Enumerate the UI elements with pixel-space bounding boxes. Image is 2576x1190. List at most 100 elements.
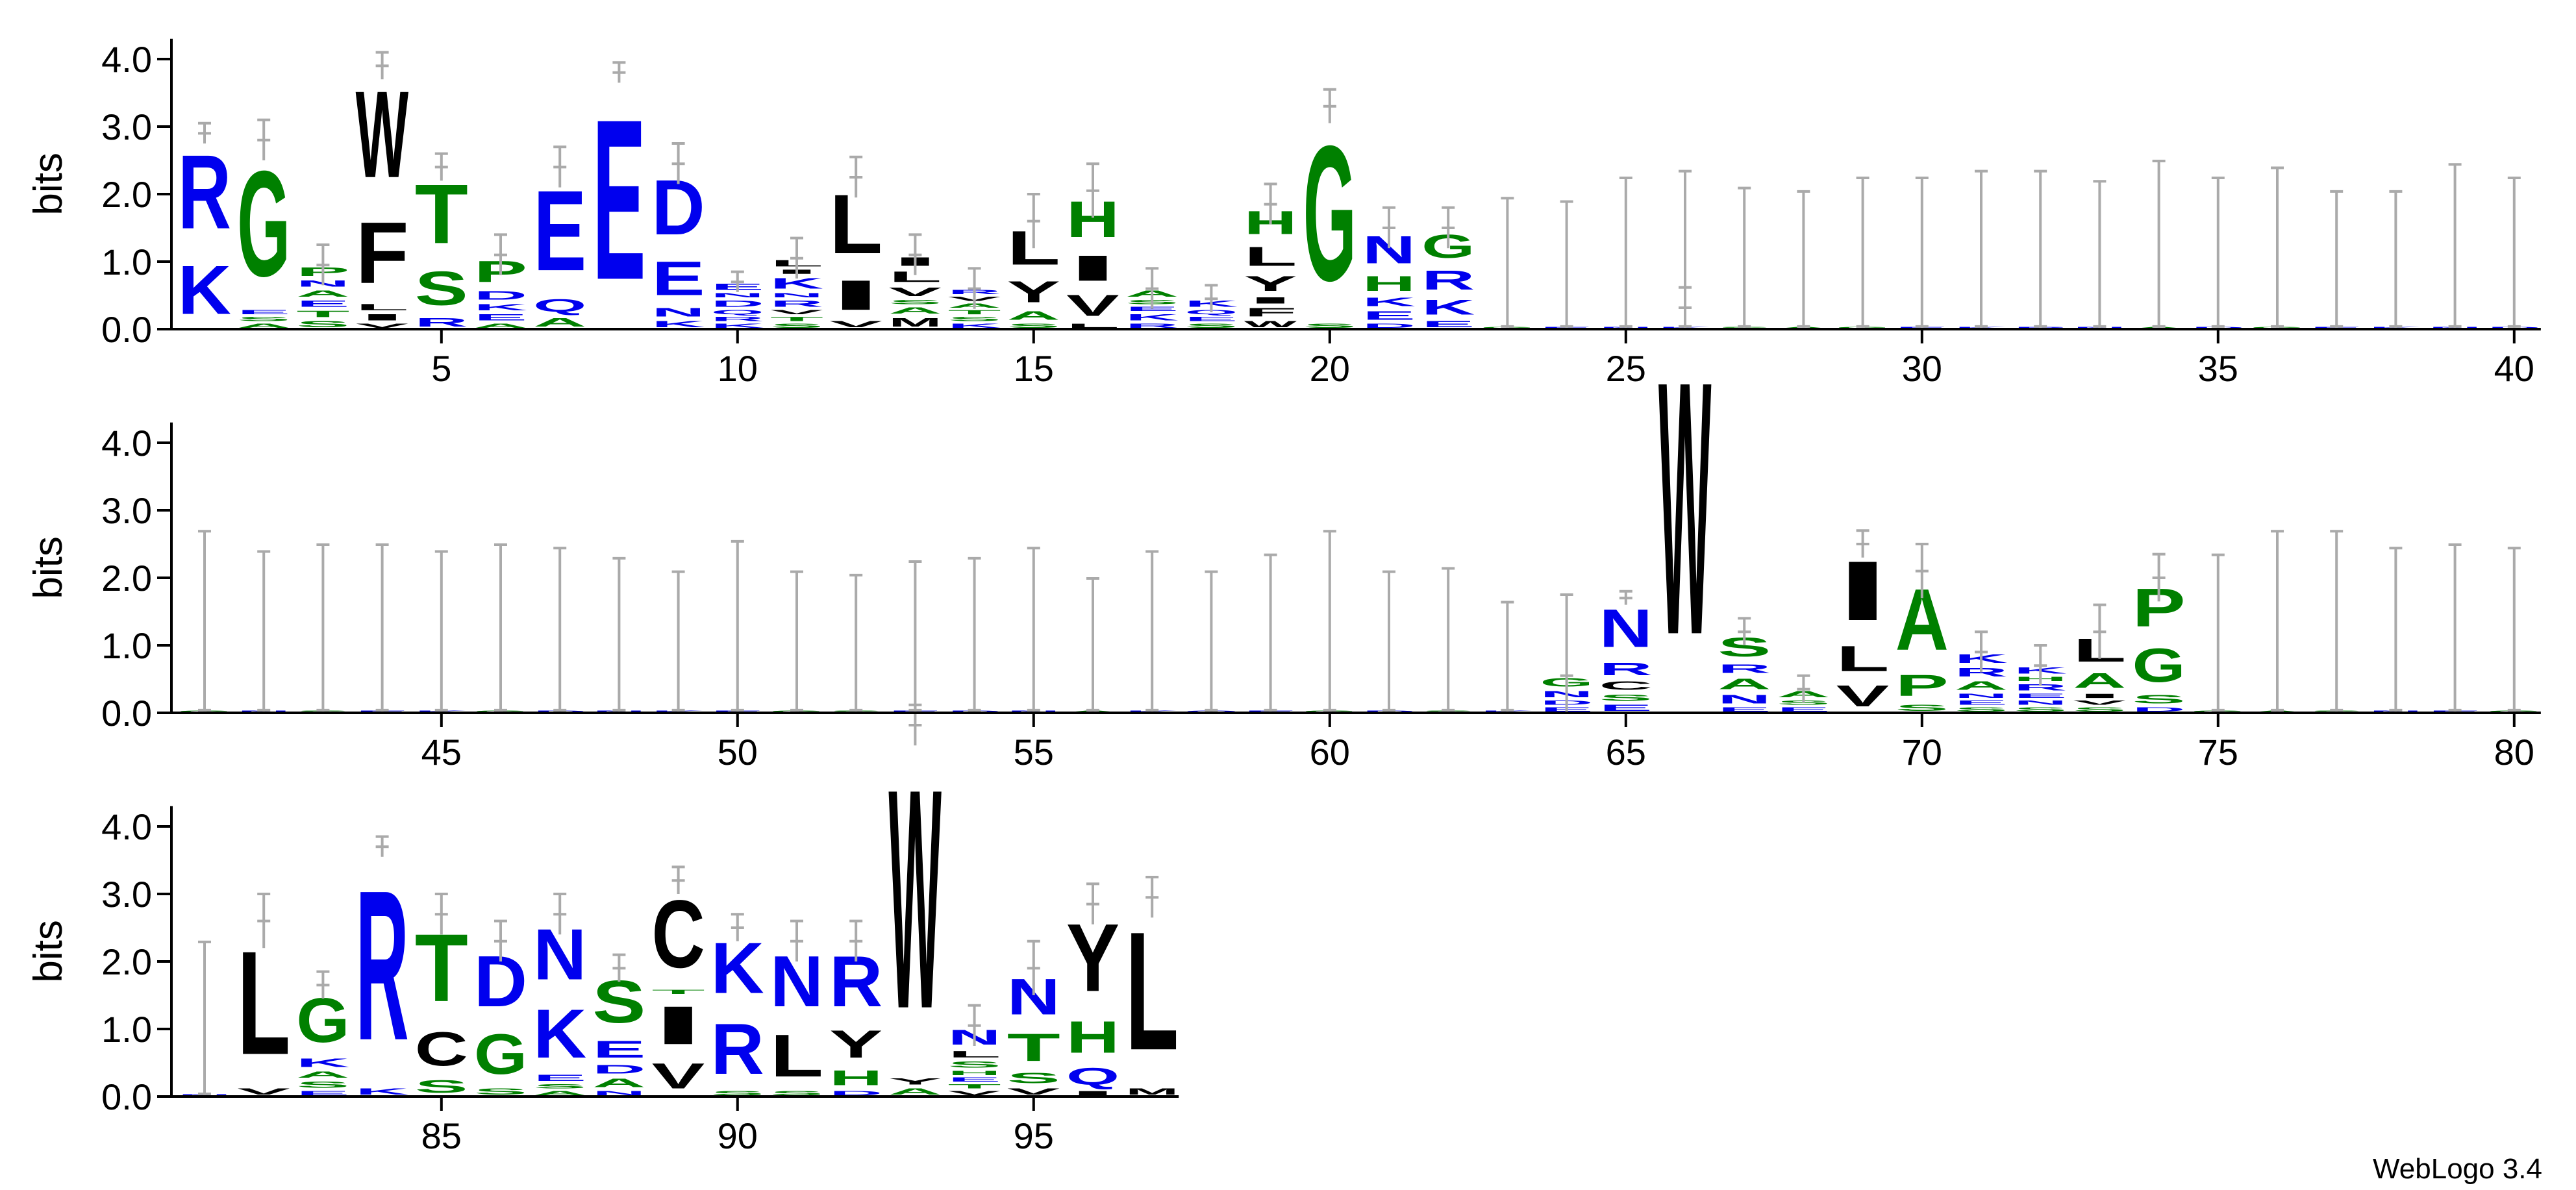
error-bar [2093, 603, 2107, 659]
logo-letter: R [356, 847, 409, 1085]
logo-letter: N [652, 306, 705, 319]
logo-letter: I [1066, 248, 1119, 288]
logo-letter: R [2014, 682, 2067, 692]
logo-letter: D [711, 299, 764, 308]
error-bar [968, 267, 981, 309]
logo-letter: K [474, 303, 527, 312]
logo-letter: S [474, 1086, 527, 1097]
logo-letter: A [296, 289, 349, 299]
error-bar [612, 556, 626, 713]
logo-letter: W [356, 66, 409, 204]
x-tick-label: 50 [718, 732, 758, 773]
y-axis-title: bits [26, 920, 71, 982]
x-tick-label: 10 [718, 348, 758, 389]
x-tick-label: 60 [1310, 732, 1350, 773]
logo-letter: Y [888, 1076, 942, 1087]
error-bar [1264, 182, 1277, 225]
logo-letter: L [948, 1049, 1001, 1059]
error-bar [1086, 162, 1099, 218]
error-bar [2211, 553, 2225, 713]
error-bar [375, 835, 389, 857]
logo-letter: K [948, 323, 1001, 329]
y-tick-label: 1.0 [101, 242, 152, 282]
logo-letter: M [888, 316, 942, 329]
error-bar [434, 152, 448, 181]
logo-letter: S [533, 1083, 586, 1089]
logo-letter: G [474, 1022, 527, 1086]
logo-letter: H [829, 1066, 882, 1090]
y-tick-label: 2.0 [101, 558, 152, 599]
error-bar [2271, 166, 2284, 329]
error-bar [198, 530, 211, 713]
y-tick-label: 4.0 [101, 806, 152, 847]
logo-letter: S [2132, 693, 2186, 706]
logo-letter: H [948, 1069, 1001, 1076]
error-bar [316, 970, 330, 999]
x-tick-label: 15 [1014, 348, 1054, 389]
logo-letter: E [592, 71, 645, 327]
logo-letter: W [1658, 306, 1712, 710]
error-bar [1915, 543, 1929, 599]
error-bar [968, 1004, 981, 1046]
error-bar [2034, 644, 2047, 686]
error-bar [1975, 169, 1988, 329]
logo-letter: K [711, 323, 764, 329]
logo-letter: T [770, 316, 823, 322]
error-bar [1619, 589, 1632, 605]
y-axis-title: bits [26, 536, 71, 599]
error-bar [1856, 177, 1869, 329]
error-bar [553, 893, 567, 935]
logo-letter: Q [533, 295, 586, 316]
logo-letter: V [1007, 1086, 1060, 1097]
logo-letter: V [770, 309, 823, 316]
logo-letter: E [1777, 706, 1830, 713]
logo-letter: V [1836, 679, 1890, 713]
logo-letter: D [2132, 706, 2186, 713]
x-tick-label: 95 [1014, 1115, 1054, 1156]
error-bar [1975, 630, 1988, 673]
logo-letter: E [1125, 306, 1179, 312]
logo-letter: V [237, 1086, 290, 1097]
logo-letter: M [1125, 1086, 1179, 1097]
error-bar [1915, 177, 1929, 329]
error-bar [1560, 200, 1573, 329]
logo-letter: S [2014, 706, 2067, 713]
logo-letter: D [829, 1090, 882, 1097]
logo-letter: K [1362, 295, 1416, 309]
logo-letter: S [1303, 323, 1357, 329]
logo-letter: F [1244, 306, 1297, 319]
error-bar [790, 570, 803, 713]
error-bar [2389, 547, 2403, 713]
error-bar [1027, 547, 1040, 713]
logo-letter: R [711, 316, 764, 322]
logo-letter: R [711, 1008, 764, 1089]
error-bar [494, 543, 507, 713]
y-tick-label: 0.0 [101, 693, 152, 734]
x-tick-label: 20 [1310, 348, 1350, 389]
error-bar [671, 142, 685, 184]
error-bar [1086, 577, 1099, 713]
logo-letter: Q [711, 309, 764, 316]
logo-letter: S [770, 323, 823, 329]
error-bar [2507, 547, 2521, 713]
x-tick-label: 70 [1902, 732, 1942, 773]
error-bar [257, 118, 271, 160]
logo-letter: S [948, 316, 1001, 322]
axes-layer: 0.0 1.0 2.0 3.0 4.0 bits 0.0 1.0 2.0 3.0 4.0 bits 0.… [26, 38, 2541, 1156]
x-tick-label: 80 [2494, 732, 2534, 773]
error-bar [257, 893, 271, 948]
logo-letter: A [533, 316, 586, 329]
logo-letter: A [1718, 676, 1771, 693]
logo-letter: K [652, 319, 705, 329]
x-tick-label: 35 [2198, 348, 2238, 389]
logo-letter: K [296, 1056, 349, 1070]
y-tick-label: 2.0 [101, 174, 152, 215]
x-tick-label: 85 [421, 1115, 462, 1156]
error-bar [553, 547, 567, 713]
logo-letter: I [1836, 544, 1890, 638]
logo-letter: S [1007, 1069, 1060, 1086]
logo-letter: R [770, 299, 823, 308]
error-bar [494, 919, 507, 961]
logo-letter: S [1184, 323, 1238, 329]
